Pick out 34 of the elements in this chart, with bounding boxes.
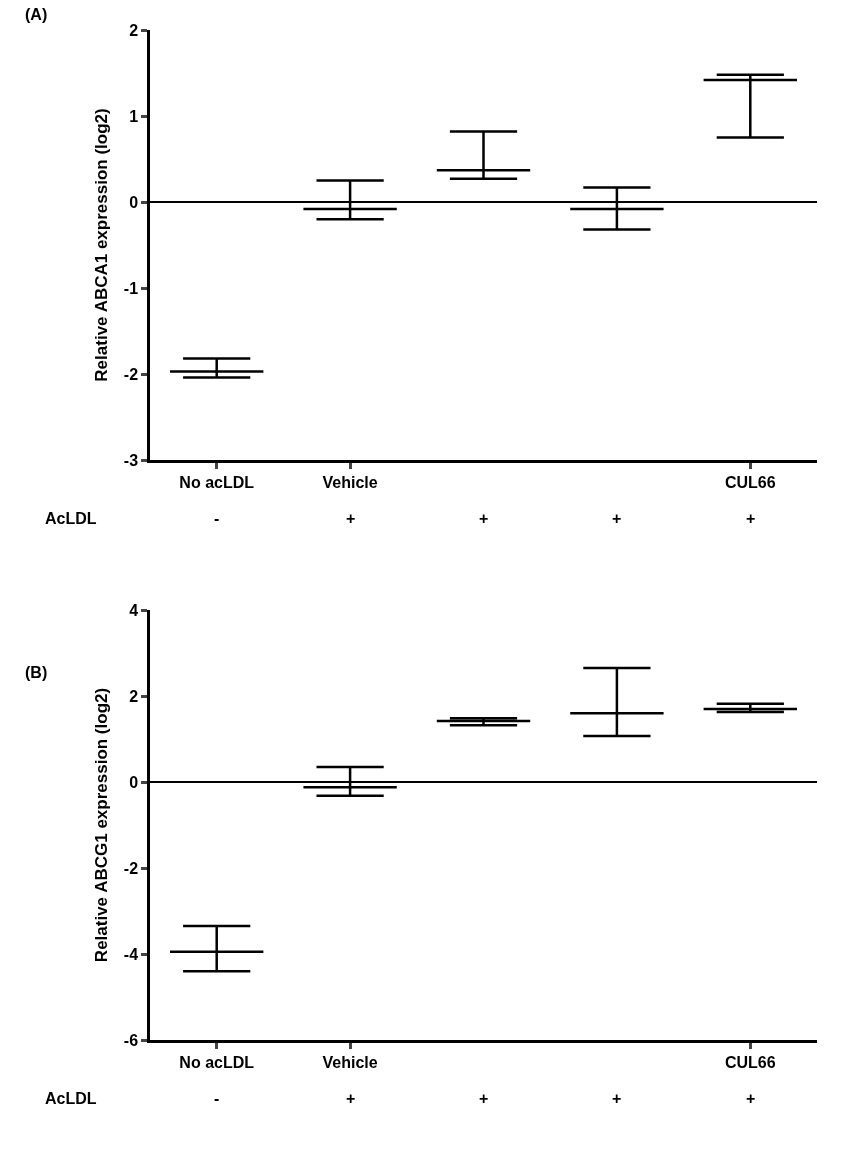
text: + xyxy=(479,1090,489,1107)
x-tick-label: CUL66 xyxy=(724,1053,776,1071)
y-tick-label: 0 xyxy=(129,773,139,791)
y-tick-label: 4 xyxy=(129,601,139,619)
text: - xyxy=(214,510,220,527)
y-tick-label: -6 xyxy=(123,1031,139,1049)
y-axis-title: Relative ABCG1 expression (log2) xyxy=(92,687,112,963)
x-tick-label: No acLDL xyxy=(179,473,255,491)
text: + xyxy=(612,510,622,527)
y-tick-label: -2 xyxy=(123,365,139,383)
y-tick-label: 1 xyxy=(129,107,139,125)
y-tick-label: 2 xyxy=(129,687,139,705)
x-tick-label: No acLDL xyxy=(179,1053,255,1071)
text: + xyxy=(346,1090,356,1107)
y-axis-title: Relative ABCA1 expression (log2) xyxy=(92,108,112,382)
text: - xyxy=(214,1090,220,1107)
x-tick-label: Vehicle xyxy=(322,1053,378,1071)
text: + xyxy=(746,510,756,527)
chart-title: (A) xyxy=(25,6,48,23)
y-tick-label: 0 xyxy=(129,193,139,211)
text: (B) xyxy=(25,664,48,681)
text: AcLDL xyxy=(45,1090,97,1107)
text: + xyxy=(479,510,489,527)
text: AcLDL xyxy=(45,510,97,527)
y-tick-label: -2 xyxy=(123,859,139,877)
y-tick-label: -4 xyxy=(123,945,139,963)
text: + xyxy=(346,510,356,527)
y-tick-label: -1 xyxy=(123,279,139,297)
x-tick-label: CUL66 xyxy=(724,473,776,491)
y-tick-label: 2 xyxy=(129,21,139,39)
x-tick-label: Vehicle xyxy=(322,473,378,491)
text: + xyxy=(746,1090,756,1107)
y-tick-label: -3 xyxy=(123,451,139,469)
text: + xyxy=(612,1090,622,1107)
